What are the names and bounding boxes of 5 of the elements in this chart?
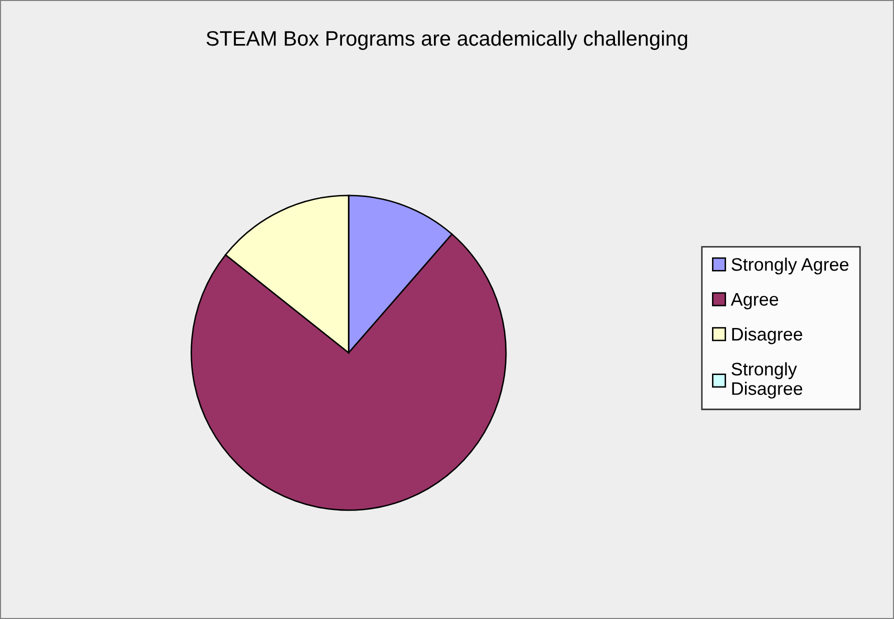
chart-title: STEAM Box Programs are academically challenging	[206, 30, 688, 50]
legend-label: Agree	[730, 293, 778, 310]
legend-label: Disagree	[732, 327, 802, 344]
legend-label: Strongly Agree	[732, 258, 848, 274]
legend-label: Strongly Disagree	[732, 362, 802, 399]
